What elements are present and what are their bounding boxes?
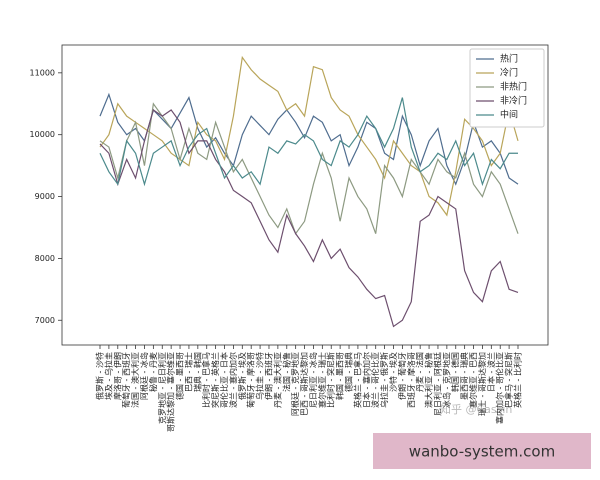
x-tick-label: 阿根廷 - 克罗地亚	[290, 352, 300, 416]
x-tick-label: 克罗地亚 - 尼日利亚	[157, 352, 167, 424]
x-tick-label: 墨西哥 - 瑞典	[459, 352, 469, 400]
watermark: wanbo-system.com	[409, 443, 555, 461]
x-tick-label: 比利时 - 突尼斯	[326, 352, 336, 408]
x-tick-label: 塞尔维亚 - 瑞士	[317, 352, 327, 408]
x-tick-label: 尼日利亚 - 阿根廷	[432, 352, 442, 416]
line-series	[99, 97, 518, 187]
watermark-box	[373, 433, 591, 469]
x-tick-label: 韩国 - 墨西哥	[335, 352, 345, 400]
x-tick-label: 比利时 - 巴拿马	[201, 352, 211, 408]
x-tick-label: 俄罗斯 - 沙特	[95, 352, 105, 400]
x-tick-label: 丹麦 - 法国	[415, 352, 425, 392]
x-tick-label: 俄罗斯 - 埃及	[237, 352, 247, 400]
y-tick-label: 10000	[30, 130, 55, 139]
line-series	[99, 55, 519, 217]
x-tick-label: 波兰 - 哥伦比亚	[370, 352, 380, 408]
plot-frame	[61, 44, 549, 346]
x-tick-label: 韩国 - 德国	[450, 352, 460, 392]
x-tick-label: 巴拿马 - 突尼斯	[504, 352, 514, 408]
x-tick-label: 瑞士 - 哥斯达黎加	[477, 352, 487, 416]
x-tick-label: 西班牙 - 摩洛哥	[406, 352, 416, 408]
x-tick-label: 突尼斯 - 英格兰	[210, 352, 220, 408]
legend-label: 非冷门	[500, 95, 527, 107]
x-tick-label: 德国 - 墨西哥	[175, 352, 185, 400]
x-tick-label: 乌拉圭 - 俄罗斯	[379, 352, 389, 408]
x-tick-label: 日本 - 波兰	[486, 352, 496, 392]
x-tick-label: 巴西 - 瑞士	[183, 352, 193, 392]
x-tick-label: 德国 - 瑞典	[344, 352, 354, 392]
x-tick-label: 丹麦 - 澳大利亚	[272, 352, 282, 408]
x-tick-label: 法国 - 秘鲁	[281, 352, 291, 392]
x-tick-label: 哥斯达黎加 - 塞尔维亚	[166, 352, 176, 432]
legend-label: 冷门	[500, 67, 518, 79]
x-tick-label: 塞尔维亚 - 巴西	[468, 352, 478, 408]
x-tick-label: 葡萄牙 - 西班牙	[121, 352, 131, 408]
x-tick-label: 秘鲁 - 丹麦	[148, 352, 158, 392]
x-tick-label: 伊朗 - 葡萄牙	[397, 352, 407, 400]
x-tick-label: 葡萄牙 - 摩洛哥	[246, 352, 256, 408]
x-tick-label: 日本 - 塞内加尔	[361, 352, 371, 408]
watermark: 知乎 @Cassin	[440, 402, 512, 416]
y-tick-label: 9000	[35, 192, 55, 201]
x-tick-label: 冰岛 - 克罗地亚	[441, 352, 451, 408]
x-tick-label: 埃及 - 乌拉圭	[103, 352, 113, 400]
x-tick-label: 英格兰 - 巴拿马	[352, 352, 362, 408]
legend-box	[469, 48, 545, 128]
x-tick-label: 塞内加尔 - 哥伦比亚	[495, 352, 505, 424]
y-tick-label: 7000	[35, 316, 55, 325]
x-tick-label: 阿根廷 - 冰岛	[139, 352, 149, 400]
line-series	[99, 92, 519, 186]
x-tick-label: 摩洛哥 - 伊朗	[112, 352, 122, 400]
x-tick-label: 巴西 - 哥斯达黎加	[299, 352, 309, 416]
x-tick-label: 乌拉圭 - 沙特	[255, 352, 265, 400]
x-tick-label: 瑞典 - 韩国	[192, 352, 202, 392]
y-tick-label: 8000	[35, 254, 55, 263]
legend-label: 非热门	[500, 81, 527, 93]
x-tick-label: 伊朗 - 西班牙	[263, 352, 273, 400]
x-tick-label: 沙特 - 埃及	[388, 352, 398, 392]
x-tick-label: 法国 - 澳大利亚	[130, 352, 140, 408]
x-tick-label: 哥伦比亚 - 日本	[219, 352, 229, 408]
legend-label: 热门	[500, 53, 518, 65]
line-series	[99, 108, 519, 328]
y-tick-label: 11000	[30, 68, 55, 77]
line-series	[99, 102, 519, 235]
x-tick-label: 尼日利亚 - 冰岛	[308, 352, 318, 408]
legend-label: 中间	[500, 109, 518, 121]
x-tick-label: 英格兰 - 比利时	[513, 352, 523, 408]
x-tick-label: 波兰 - 塞内加尔	[228, 352, 238, 408]
x-tick-label: 澳大利亚 - 秘鲁	[424, 352, 434, 408]
